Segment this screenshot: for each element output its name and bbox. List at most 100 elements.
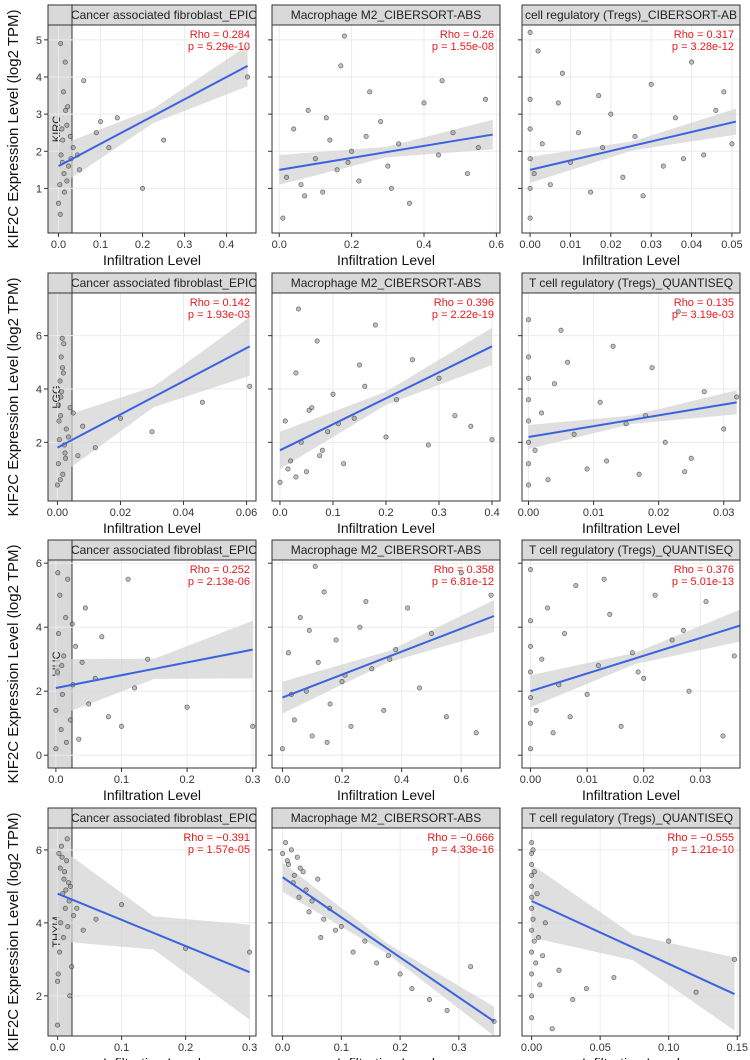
data-point [62, 869, 68, 875]
x-tick-label: 0.6 [454, 774, 469, 786]
regression-line [56, 345, 251, 449]
data-point [350, 949, 356, 955]
data-point [435, 152, 441, 158]
y-tick-label: 6 [36, 558, 42, 570]
facet-title: T cell regulatory (Tregs)_QUANTISEQ [529, 276, 733, 290]
panel-thym-2: Macrophage M2_CIBERSORT-ABS Rho = −0.666p… [268, 807, 501, 1060]
data-point [632, 133, 638, 139]
data-point [680, 627, 686, 633]
data-point [57, 865, 63, 871]
data-point [529, 1015, 535, 1021]
data-point [357, 624, 363, 630]
data-point [69, 964, 75, 970]
data-point [56, 850, 62, 856]
data-point [314, 338, 320, 344]
data-point [475, 145, 481, 151]
data-point [349, 148, 355, 154]
data-point [409, 357, 415, 363]
x-tick-label: 0.02 [633, 774, 654, 786]
data-point [282, 840, 288, 846]
panel-lgg-1: Cancer associated fibroblast_EPICLGGRho … [36, 272, 257, 536]
regression-line [282, 615, 495, 699]
regression-line [279, 345, 493, 452]
x-tick-label: 0.1 [114, 774, 129, 786]
data-point [527, 618, 533, 624]
data-point [56, 418, 62, 424]
data-point [588, 189, 594, 195]
data-point [559, 70, 565, 76]
data-point [332, 927, 338, 933]
panel-grid: Cancer associated fibroblast_EPIC KIRC Rho… [36, 4, 748, 1060]
data-point [125, 576, 131, 582]
panel-lihc-1: Cancer associated fibroblast_EPICLIHCRho… [36, 539, 260, 803]
y-tick-label: 2 [36, 437, 42, 449]
data-point [397, 971, 403, 977]
x-axis-title: Infiltration Level [103, 520, 201, 536]
data-point [348, 723, 354, 729]
p-value-label: p = 2.13e-06 [188, 576, 250, 588]
data-point [62, 450, 68, 456]
data-point [527, 669, 533, 675]
data-point [306, 627, 312, 633]
data-point [378, 119, 384, 125]
plot-area [48, 25, 256, 233]
data-point [297, 615, 303, 621]
x-tick-label: 0.02 [600, 239, 621, 251]
data-point [444, 1007, 450, 1013]
x-tick-label: 0.0 [275, 1042, 290, 1054]
x-tick-label: 0.4 [484, 507, 499, 519]
data-point [59, 365, 65, 371]
data-point [67, 133, 73, 139]
data-point [57, 592, 63, 598]
data-point [58, 727, 64, 733]
data-point [571, 431, 577, 437]
data-point [58, 354, 64, 360]
data-point [721, 89, 727, 95]
data-point [648, 81, 654, 87]
data-point [77, 167, 83, 173]
y-tick-label: 2 [36, 686, 42, 698]
x-tick-label: 0.00 [47, 507, 68, 519]
data-point [394, 397, 400, 403]
plot-border [47, 827, 257, 1037]
data-point [63, 107, 69, 113]
regression-line [282, 876, 495, 1023]
x-tick-label: 0.10 [658, 1042, 679, 1054]
data-point [527, 29, 533, 35]
data-point [60, 89, 66, 95]
x-tick-label: 0.0 [275, 774, 290, 786]
y-tick-label: 6 [36, 331, 42, 343]
data-point [65, 576, 71, 582]
data-point [356, 178, 362, 184]
rho-label: Rho = 0.26 [440, 29, 494, 41]
data-point [527, 185, 533, 191]
data-point [58, 41, 64, 47]
regression-line [531, 900, 735, 995]
data-point [60, 370, 66, 376]
data-point [570, 996, 576, 1002]
data-point [527, 567, 533, 573]
data-point [595, 663, 601, 669]
plot-border [521, 559, 741, 769]
data-point [660, 163, 666, 169]
data-point [291, 126, 297, 132]
panel-thym-3: T cell regulatory (Tregs)_QUANTISEQ Rho =… [518, 807, 748, 1060]
p-value-label: p = 3.19e-03 [672, 309, 734, 321]
data-point [527, 746, 533, 752]
data-point [59, 335, 65, 341]
data-point [731, 956, 737, 962]
data-point [473, 730, 479, 736]
data-point [60, 471, 66, 477]
rho-label: Rho = 0.142 [190, 297, 250, 309]
x-tick-label: 0.0 [51, 239, 66, 251]
data-point [531, 938, 537, 944]
data-point [596, 93, 602, 99]
data-point [58, 413, 64, 419]
data-point [345, 159, 351, 165]
data-point [529, 872, 535, 878]
data-point [525, 482, 531, 488]
data-point [334, 167, 340, 173]
data-point [527, 126, 533, 132]
data-point [421, 100, 427, 106]
data-point [294, 854, 300, 860]
